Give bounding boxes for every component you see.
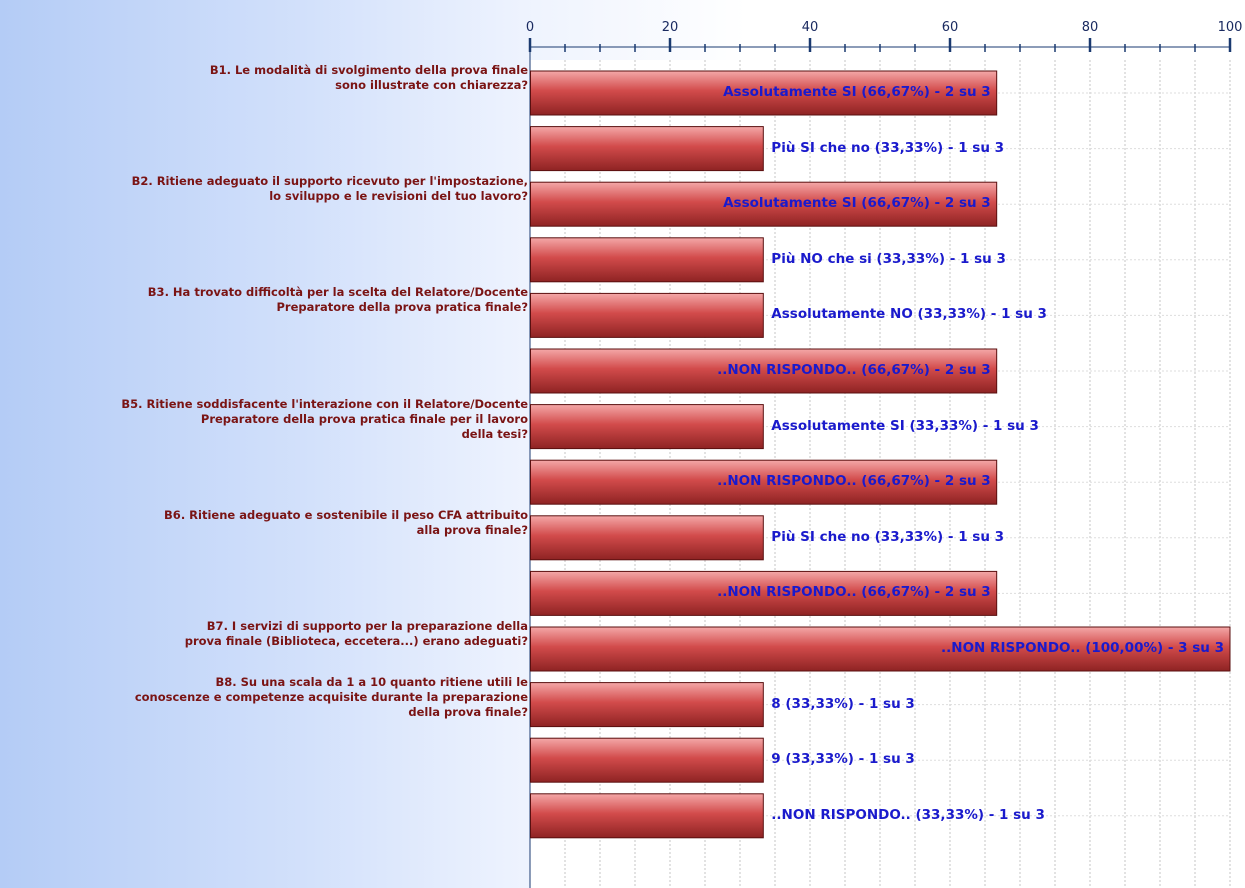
question-label: B5. Ritiene soddisfacente l'interazione … — [121, 396, 528, 441]
bar — [530, 626, 1231, 672]
bar — [530, 737, 764, 783]
bar-value-label: Più NO che si (33,33%) - 1 su 3 — [771, 250, 1006, 267]
bar — [530, 237, 764, 283]
question-label: B3. Ha trovato difficoltà per la scelta … — [147, 285, 528, 315]
bar-value-label: Assolutamente SI (33,33%) - 1 su 3 — [771, 417, 1039, 434]
bar — [530, 459, 998, 505]
bar-value-label: Più SI che no (33,33%) - 1 su 3 — [771, 528, 1005, 545]
bar — [530, 126, 764, 172]
bar-value-label: Assolutamente SI (66,67%) - 2 su 3 — [723, 195, 991, 212]
bar-value-label: Più SI che no (33,33%) - 1 su 3 — [771, 139, 1005, 156]
bar-value-label: Assolutamente SI (66,67%) - 2 su 3 — [723, 84, 991, 100]
bar — [530, 348, 998, 394]
bar — [530, 570, 998, 616]
question-label: B6. Ritiene adeguato e sostenibile il pe… — [164, 507, 528, 537]
bar — [530, 292, 764, 338]
bar — [530, 515, 764, 561]
bar — [530, 793, 764, 839]
x-tick-label: 0 — [526, 20, 534, 35]
x-tick-label: 20 — [662, 20, 679, 35]
bar-value-label: ..NON RISPONDO.. (33,33%) - 1 su 3 — [771, 806, 1045, 823]
bar-value-label: ..NON RISPONDO.. (100,00%) - 3 su 3 — [941, 640, 1224, 656]
bar — [530, 181, 998, 227]
question-label: B8. Su una scala da 1 a 10 quanto ritien… — [134, 674, 528, 719]
bar-value-label: 8 (33,33%) - 1 su 3 — [771, 695, 915, 712]
question-label: B7. I servizi di supporto per la prepara… — [184, 619, 528, 648]
bar-value-label: ..NON RISPONDO.. (66,67%) - 2 su 3 — [717, 584, 991, 601]
bar — [530, 404, 764, 450]
x-tick-label: 80 — [1082, 20, 1099, 35]
x-tick-label: 40 — [802, 20, 819, 35]
bar-value-label: Assolutamente NO (33,33%) - 1 su 3 — [771, 306, 1047, 323]
bar-value-label: 9 (33,33%) - 1 su 3 — [771, 751, 915, 768]
question-label: B1. Le modalità di svolgimento della pro… — [209, 63, 528, 92]
bar — [530, 70, 998, 116]
bar — [530, 682, 764, 728]
bar-value-label: ..NON RISPONDO.. (66,67%) - 2 su 3 — [717, 362, 991, 378]
x-tick-label: 60 — [942, 20, 959, 35]
x-tick-label: 100 — [1218, 20, 1243, 35]
question-label: B2. Ritiene adeguato il supporto ricevut… — [131, 174, 528, 204]
bars — [530, 70, 1231, 839]
bar-value-label: ..NON RISPONDO.. (66,67%) - 2 su 3 — [717, 473, 991, 490]
